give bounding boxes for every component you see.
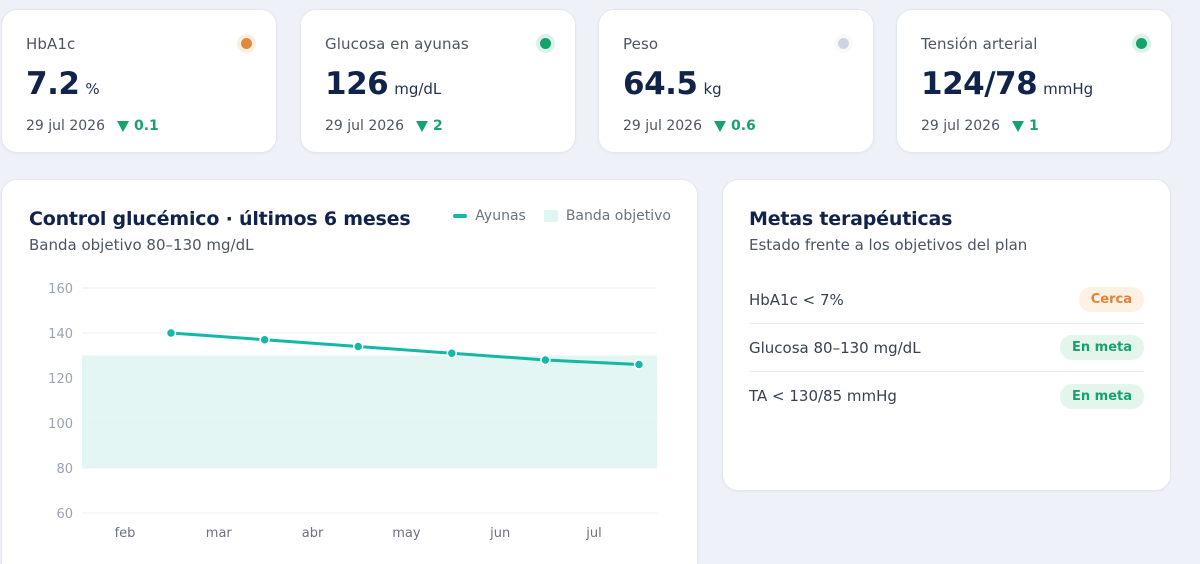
kpi-delta: 0.6 [714, 118, 756, 134]
kpi-delta-value: 0.1 [134, 118, 159, 134]
goals-title: Metas terapéuticas [749, 208, 953, 230]
y-tick-label: 160 [48, 282, 73, 297]
kpi-delta: 0.1 [117, 118, 159, 134]
kpi-label: Tensión arterial [921, 35, 1038, 53]
status-dot-icon [241, 38, 252, 49]
legend-item-ayunas[interactable]: Ayunas [453, 208, 526, 224]
kpi-date: 29 jul 2026 [921, 118, 1000, 134]
goal-row: Glucosa 80–130 mg/dL En meta [749, 324, 1144, 372]
status-dot-icon [838, 38, 849, 49]
kpi-value: 124/78 [921, 66, 1038, 102]
status-dot-icon [1136, 38, 1147, 49]
kpi-delta: 1 [1012, 118, 1039, 134]
legend-line-icon [453, 214, 468, 218]
kpi-unit: % [85, 80, 100, 98]
series-line-ayunas [169, 331, 641, 366]
goal-row: HbA1c < 7% Cerca [749, 276, 1144, 324]
x-tick-label: feb [115, 526, 136, 541]
x-tick-label: abr [302, 526, 324, 541]
kpi-card-hba1c: HbA1c 7.2 % 29 jul 2026 0.1 [1, 9, 277, 153]
goal-label: HbA1c < 7% [749, 290, 844, 309]
kpi-label: Glucosa en ayunas [325, 35, 469, 53]
legend-label: Ayunas [475, 208, 526, 224]
kpi-unit: kg [703, 80, 722, 98]
data-point [352, 341, 364, 352]
kpi-delta-value: 1 [1029, 118, 1039, 134]
kpi-unit: mg/dL [394, 80, 442, 98]
legend-band-icon [543, 210, 558, 222]
kpi-card-glucosa: Glucosa en ayunas 126 mg/dL 29 jul 2026 … [300, 9, 576, 153]
y-tick-label: 140 [48, 327, 73, 342]
goal-label: Glucosa 80–130 mg/dL [749, 338, 921, 357]
triangle-down-icon [117, 120, 129, 132]
x-tick-label: jun [489, 526, 510, 541]
goals-list: HbA1c < 7% Cerca Glucosa 80–130 mg/dL En… [749, 276, 1144, 420]
status-badge: En meta [1059, 335, 1144, 360]
kpi-unit: mmHg [1043, 80, 1094, 98]
kpi-label: HbA1c [26, 35, 76, 53]
legend-label: Banda objetivo [565, 208, 671, 224]
chart-subtitle: Banda objetivo 80–130 mg/dL [29, 236, 254, 254]
triangle-down-icon [1012, 120, 1024, 132]
kpi-value: 7.2 [26, 66, 80, 102]
data-point [165, 327, 177, 339]
target-band [82, 355, 657, 468]
kpi-date: 29 jul 2026 [325, 118, 404, 134]
kpi-card-tension: Tensión arterial 124/78 mmHg 29 jul 2026… [896, 9, 1172, 153]
goals-subtitle: Estado frente a los objetivos del plan [749, 236, 1028, 254]
chart-legend: Ayunas Banda objetivo [453, 208, 671, 224]
chart-title: Control glucémico · últimos 6 meses [29, 208, 411, 230]
triangle-down-icon [416, 120, 428, 132]
x-tick-label: mar [206, 526, 233, 541]
kpi-card-peso: Peso 64.5 kg 29 jul 2026 0.6 [598, 9, 874, 153]
status-badge: Cerca [1078, 287, 1144, 312]
glycemic-line-chart: 60 80 100 120 140 160 feb mar abr may jun jul [48, 282, 657, 541]
kpi-delta: 2 [416, 118, 443, 134]
data-point [446, 348, 458, 359]
therapeutic-goals-card: Metas terapéuticas Estado frente a los o… [722, 179, 1171, 491]
x-tick-label: may [392, 526, 421, 541]
kpi-delta-value: 0.6 [731, 118, 756, 134]
legend-item-banda[interactable]: Banda objetivo [543, 208, 671, 224]
kpi-value: 126 [325, 66, 389, 102]
y-tick-label: 60 [56, 507, 73, 522]
glycemic-chart-card: 60 80 100 120 140 160 feb mar abr may jun jul Contr… [1, 179, 698, 564]
kpi-label: Peso [623, 35, 659, 53]
goal-row: TA < 130/85 mmHg En meta [749, 372, 1144, 420]
kpi-date: 29 jul 2026 [623, 118, 702, 134]
kpi-date: 29 jul 2026 [26, 118, 105, 134]
status-dot-icon [540, 38, 551, 49]
triangle-down-icon [714, 120, 726, 132]
x-tick-label: jul [585, 526, 601, 541]
kpi-delta-value: 2 [433, 118, 443, 134]
status-badge: En meta [1059, 383, 1144, 409]
data-point [633, 359, 645, 370]
y-tick-label: 80 [56, 462, 73, 477]
y-tick-label: 100 [48, 417, 73, 432]
data-point [540, 354, 551, 366]
y-tick-label: 120 [48, 372, 73, 387]
data-point [259, 334, 270, 345]
kpi-value: 64.5 [623, 66, 698, 102]
goal-label: TA < 130/85 mmHg [749, 387, 897, 405]
